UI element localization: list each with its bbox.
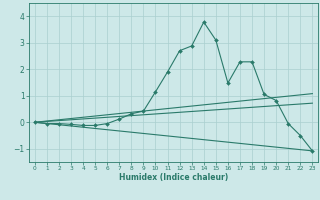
- X-axis label: Humidex (Indice chaleur): Humidex (Indice chaleur): [119, 173, 228, 182]
